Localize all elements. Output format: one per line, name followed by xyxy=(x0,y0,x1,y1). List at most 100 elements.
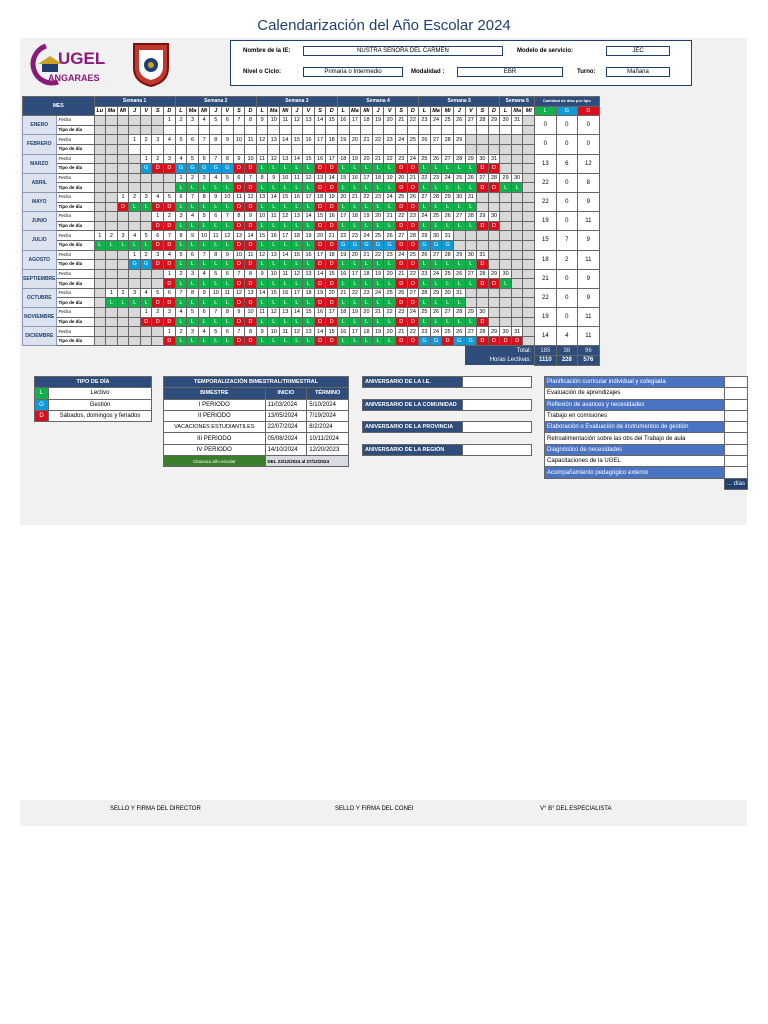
day-type-cell[interactable]: L xyxy=(290,297,304,309)
day-type-cell[interactable]: D xyxy=(151,297,165,309)
day-type-cell[interactable]: D xyxy=(325,297,338,309)
day-type-cell[interactable] xyxy=(441,143,454,155)
day-type-cell[interactable]: L xyxy=(383,335,396,347)
ie-field[interactable]: NUSTRA SEÑORA DEL CARMEN xyxy=(303,46,503,56)
day-type-cell[interactable]: L xyxy=(209,278,223,289)
day-type-cell[interactable]: L xyxy=(267,316,280,328)
day-type-cell[interactable]: L xyxy=(360,182,373,193)
day-type-cell[interactable]: D xyxy=(163,220,176,232)
day-type-cell[interactable]: L xyxy=(267,201,280,213)
day-type-cell[interactable]: L xyxy=(337,201,350,213)
day-type-cell[interactable]: L xyxy=(267,278,280,289)
day-type-cell[interactable]: D xyxy=(325,182,338,193)
day-type-cell[interactable]: L xyxy=(348,335,362,347)
day-type-cell[interactable]: D xyxy=(394,316,408,328)
day-type-cell[interactable]: L xyxy=(371,201,385,213)
day-type-cell[interactable]: L xyxy=(116,297,130,309)
day-type-cell[interactable] xyxy=(197,124,211,136)
planificacion-days-field[interactable] xyxy=(723,466,749,479)
day-type-cell[interactable]: L xyxy=(383,297,396,309)
day-type-cell[interactable]: D xyxy=(313,163,327,174)
day-type-cell[interactable]: D xyxy=(313,335,327,347)
day-type-cell[interactable]: L xyxy=(174,335,188,347)
day-type-cell[interactable]: L xyxy=(186,201,199,213)
day-type-cell[interactable]: D xyxy=(394,239,408,251)
day-type-cell[interactable] xyxy=(186,124,199,136)
day-type-cell[interactable]: L xyxy=(279,220,292,232)
day-type-cell[interactable]: L xyxy=(441,220,454,232)
day-type-cell[interactable]: L xyxy=(441,182,454,193)
day-type-cell[interactable]: L xyxy=(360,163,373,174)
day-type-cell[interactable] xyxy=(429,143,443,155)
day-type-cell[interactable]: D xyxy=(163,163,176,174)
day-type-cell[interactable]: L xyxy=(290,220,304,232)
day-type-cell[interactable]: L xyxy=(128,239,141,251)
day-type-cell[interactable]: L xyxy=(209,335,223,347)
day-type-cell[interactable]: L xyxy=(302,259,315,270)
day-type-cell[interactable]: L xyxy=(279,163,292,174)
day-type-cell[interactable]: L xyxy=(348,278,362,289)
day-type-cell[interactable]: L xyxy=(441,201,454,213)
day-type-cell[interactable]: D xyxy=(476,163,489,174)
day-type-cell[interactable] xyxy=(452,124,466,136)
day-type-cell[interactable]: L xyxy=(464,316,478,328)
day-type-cell[interactable]: G xyxy=(348,239,362,251)
day-type-cell[interactable]: D xyxy=(476,335,489,347)
day-type-cell[interactable]: G xyxy=(383,239,396,251)
day-type-cell[interactable]: L xyxy=(360,259,373,270)
day-type-cell[interactable]: L xyxy=(360,316,373,328)
day-type-cell[interactable]: L xyxy=(197,239,211,251)
day-type-cell[interactable] xyxy=(267,143,280,155)
day-type-cell[interactable]: L xyxy=(174,182,188,193)
day-type-cell[interactable]: L xyxy=(267,335,280,347)
day-type-cell[interactable] xyxy=(337,124,350,136)
day-type-cell[interactable]: D xyxy=(406,239,420,251)
planificacion-days-field[interactable] xyxy=(723,375,749,389)
day-type-cell[interactable]: L xyxy=(197,316,211,328)
day-type-cell[interactable]: L xyxy=(279,239,292,251)
day-type-cell[interactable]: L xyxy=(464,163,478,174)
day-type-cell[interactable]: L xyxy=(255,163,269,174)
day-type-cell[interactable]: G xyxy=(360,239,373,251)
day-type-cell[interactable]: L xyxy=(290,259,304,270)
day-type-cell[interactable]: L xyxy=(429,201,443,213)
day-type-cell[interactable]: L xyxy=(290,163,304,174)
aniv-ie-field[interactable] xyxy=(462,375,532,389)
day-type-cell[interactable]: D xyxy=(313,316,327,328)
period-end[interactable]: 5/10/2024 xyxy=(306,398,349,411)
day-type-cell[interactable]: L xyxy=(290,316,304,328)
day-type-cell[interactable]: L xyxy=(279,335,292,347)
day-type-cell[interactable]: D xyxy=(325,335,338,347)
day-type-cell[interactable]: D xyxy=(232,201,246,213)
day-type-cell[interactable] xyxy=(244,124,257,136)
day-type-cell[interactable] xyxy=(221,124,234,136)
day-type-cell[interactable]: L xyxy=(464,259,478,270)
clausura-value[interactable]: DEL 23/12/2024 al 27/12/2024 xyxy=(264,455,350,468)
day-type-cell[interactable]: D xyxy=(325,259,338,270)
day-type-cell[interactable]: L xyxy=(452,220,466,232)
day-type-cell[interactable]: L xyxy=(197,278,211,289)
day-type-cell[interactable]: D xyxy=(476,259,489,270)
day-type-cell[interactable]: D xyxy=(394,163,408,174)
day-type-cell[interactable]: L xyxy=(302,163,315,174)
day-type-cell[interactable]: D xyxy=(476,182,489,193)
day-type-cell[interactable]: D xyxy=(510,335,524,347)
day-type-cell[interactable]: D xyxy=(406,182,420,193)
day-type-cell[interactable]: G xyxy=(337,239,350,251)
day-type-cell[interactable]: L xyxy=(452,297,466,309)
day-type-cell[interactable]: L xyxy=(255,297,269,309)
day-type-cell[interactable]: L xyxy=(337,182,350,193)
day-type-cell[interactable]: D xyxy=(476,278,489,289)
day-type-cell[interactable]: L xyxy=(290,182,304,193)
day-type-cell[interactable]: L xyxy=(174,316,188,328)
day-type-cell[interactable]: L xyxy=(429,220,443,232)
day-type-cell[interactable]: D xyxy=(163,297,176,309)
day-type-cell[interactable]: G xyxy=(429,239,443,251)
day-type-cell[interactable]: L xyxy=(348,297,362,309)
day-type-cell[interactable]: L xyxy=(197,201,211,213)
day-type-cell[interactable]: L xyxy=(371,297,385,309)
day-type-cell[interactable]: D xyxy=(487,163,501,174)
day-type-cell[interactable] xyxy=(348,124,362,136)
day-type-cell[interactable]: L xyxy=(174,220,188,232)
day-type-cell[interactable]: L xyxy=(348,163,362,174)
